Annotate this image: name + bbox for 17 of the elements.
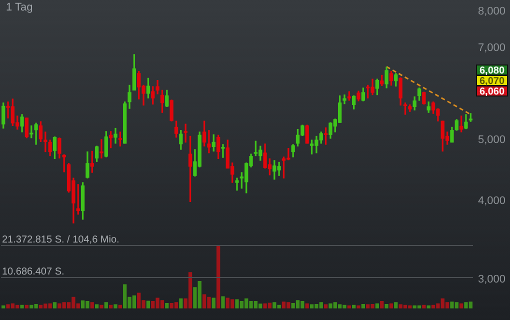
text: 6,070	[479, 76, 505, 87]
y-tick-label: 8,000	[478, 6, 506, 18]
annotation: 1 Tag	[6, 2, 33, 14]
ref-line-label: 21.372.815 S. / 104,6 Mio.	[2, 234, 120, 246]
y-tick-label: 5,000	[478, 134, 506, 146]
candlestick	[235, 178, 239, 191]
ref-line-label: 10.686.407 S.	[2, 266, 64, 278]
text: 6,060	[479, 86, 505, 98]
candlestick	[207, 130, 211, 154]
text: 6,080	[479, 65, 505, 76]
y-tick-label: 7,000	[478, 42, 506, 54]
y-tick-label: 3,000	[478, 274, 506, 286]
candlestick	[221, 144, 225, 158]
y-tick-label: 4,000	[478, 195, 506, 208]
candlestick	[100, 139, 104, 158]
candlestick	[114, 128, 118, 144]
candlestick	[34, 122, 38, 145]
